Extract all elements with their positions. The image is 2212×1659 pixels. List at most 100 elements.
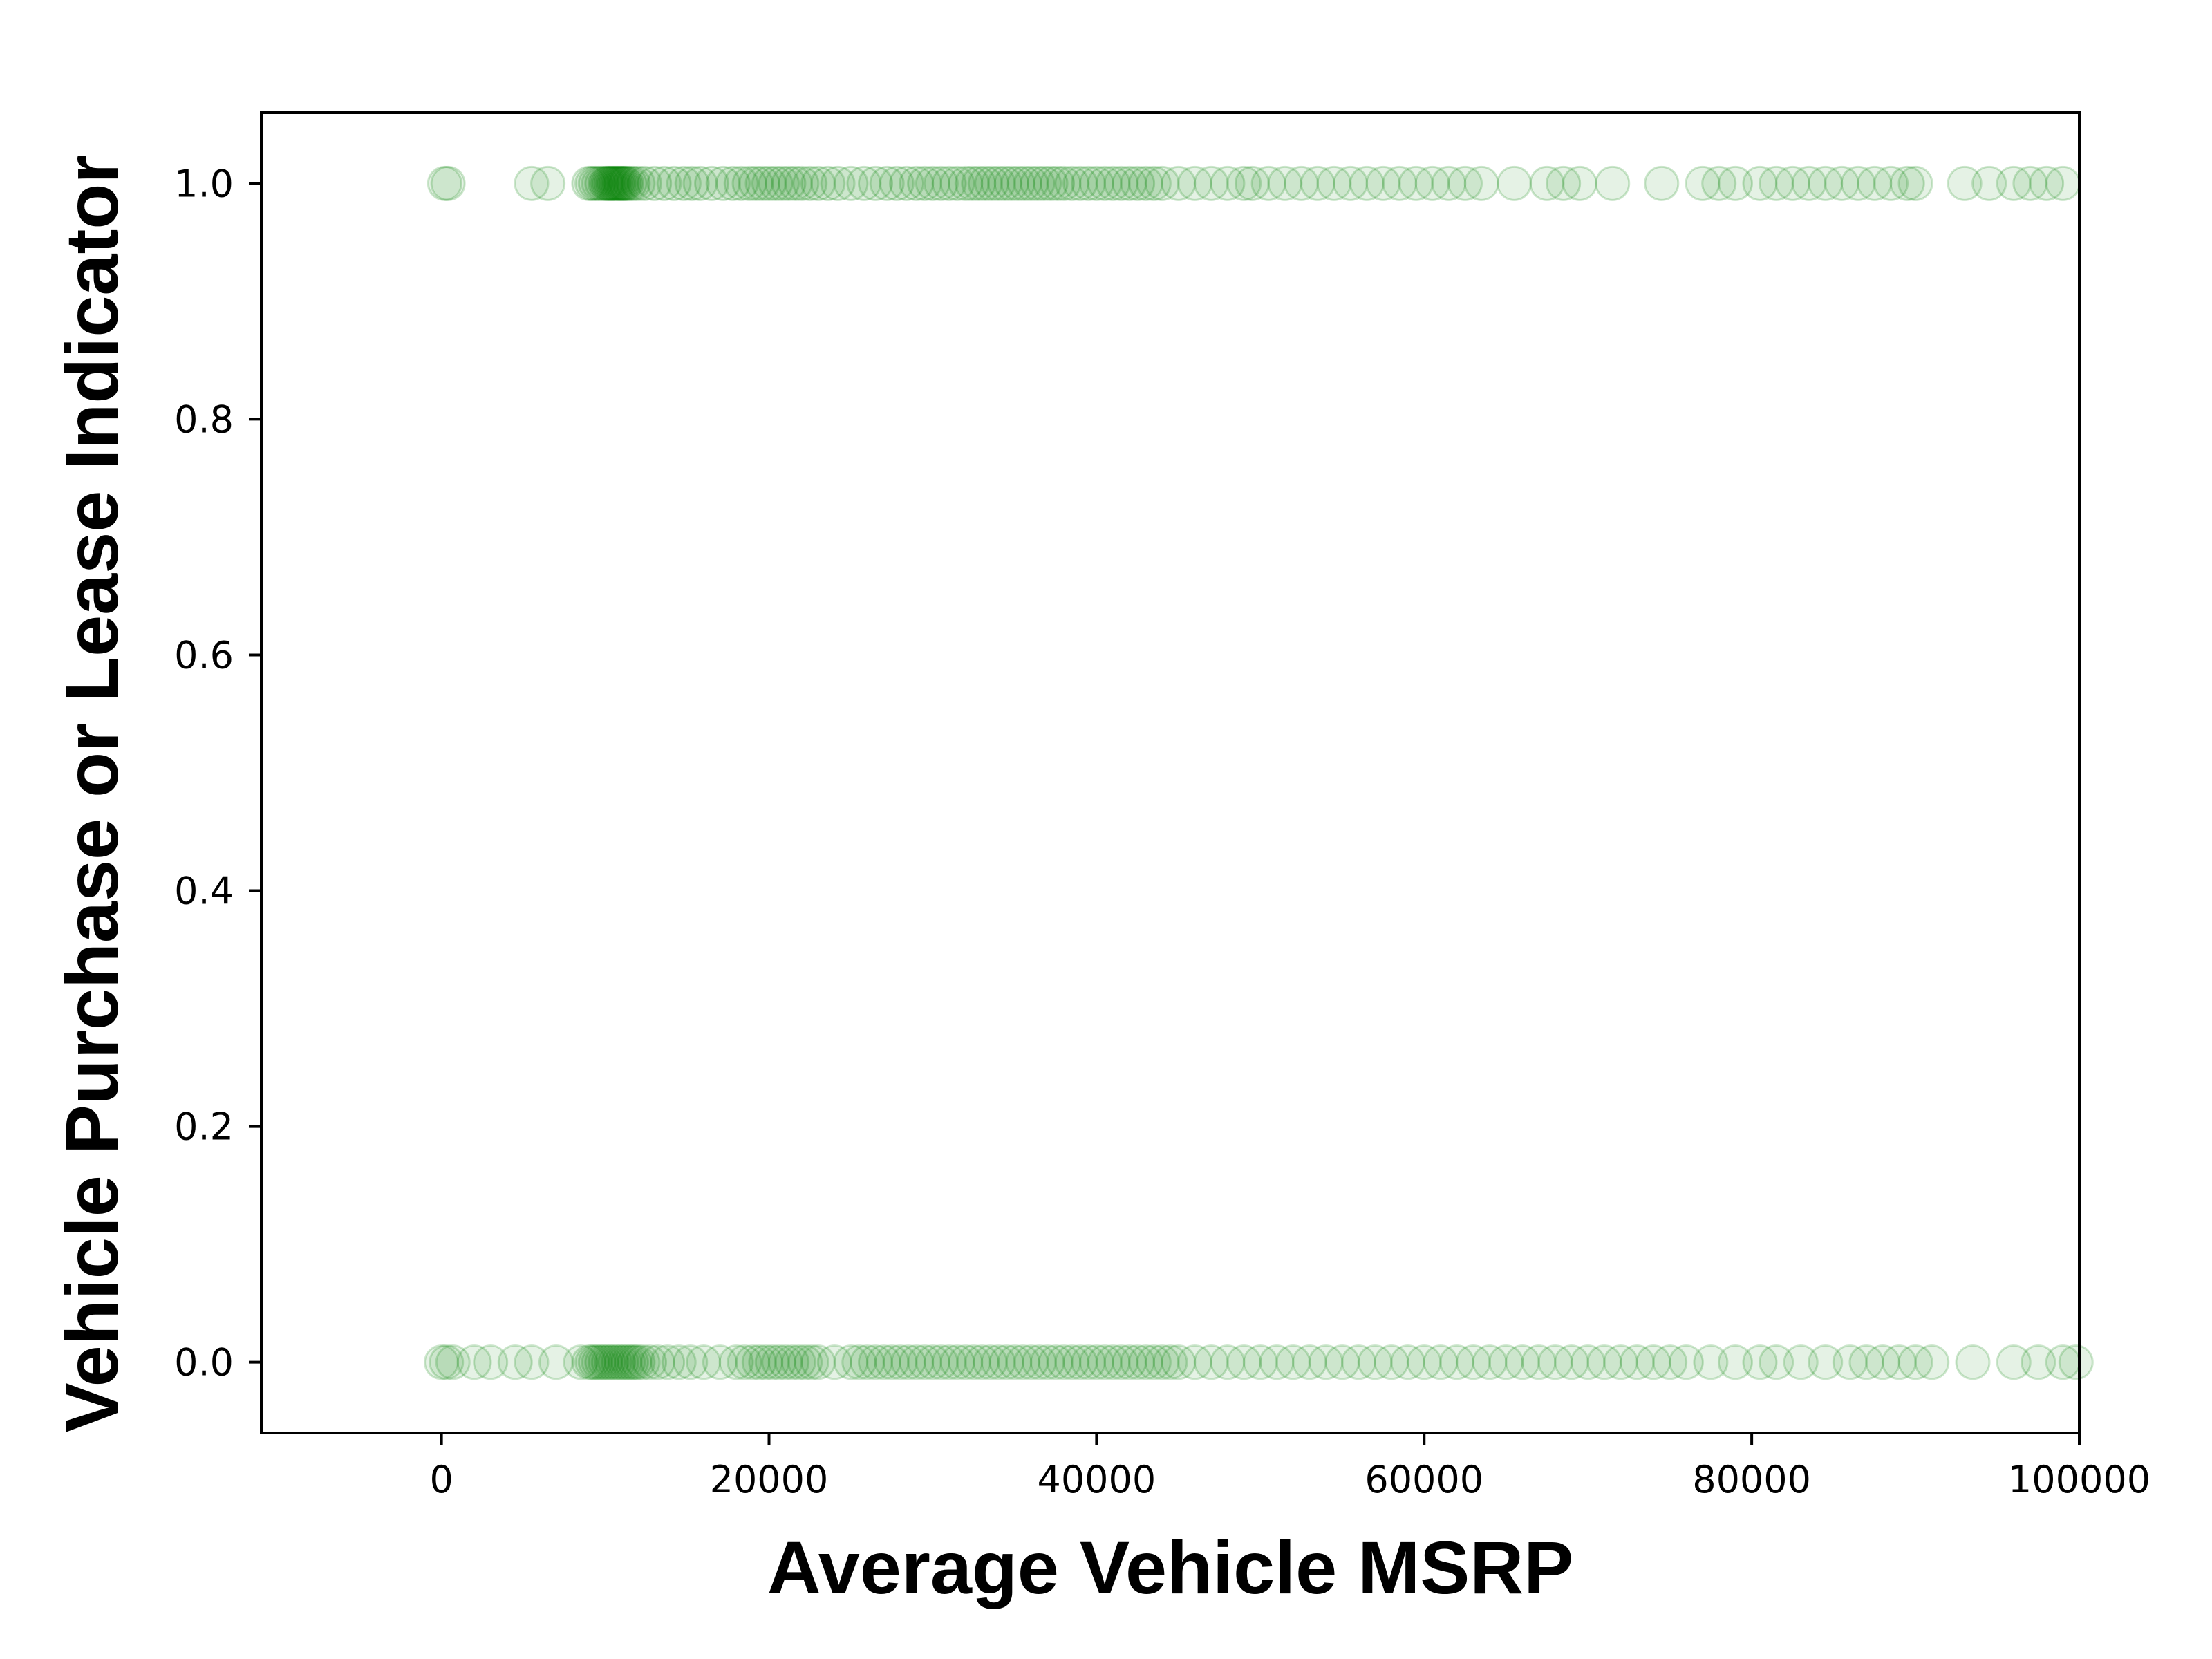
data-point [1497,165,1533,201]
y-axis-title: Vehicle Purchase or Lease Indicator [50,155,133,1433]
data-point [1333,165,1369,201]
data-point [1038,1344,1074,1380]
data-point [1136,165,1172,201]
data-point [954,165,990,201]
y-axis-ticks: 0.0 0.2 0.4 0.6 0.8 1.0 [174,162,261,1385]
data-point [702,1344,738,1380]
data-point [1635,1344,1671,1380]
data-point [794,1344,830,1380]
data-point [606,165,641,201]
data-point [980,1344,1016,1380]
data-point [967,165,1003,201]
data-point [2045,165,2081,201]
data-point [1791,165,1827,201]
data-point [1136,1344,1172,1380]
data-point [1529,165,1565,201]
data-point [948,1344,984,1380]
data-point [1006,165,1042,201]
data-point [988,1344,1024,1380]
data-point [427,165,462,201]
data-point [514,165,550,201]
data-point [1447,165,1483,201]
y-tick-label: 0.2 [174,1105,234,1149]
data-point [1848,1344,1884,1380]
data-point [744,165,780,201]
data-point [1897,1344,1933,1380]
data-point [2029,165,2065,201]
data-point [784,165,820,201]
data-point [889,165,925,201]
data-point [1971,165,2007,201]
data-point [1000,165,1036,201]
data-point [816,1344,852,1380]
data-point [993,165,1029,201]
data-point [1832,1344,1868,1380]
data-point [592,165,628,201]
data-point [1161,1344,1197,1380]
data-point [1463,165,1499,201]
x-tick-label: 60000 [1365,1458,1483,1501]
x-axis-ticks: 0 20000 40000 60000 80000 100000 [429,1433,2150,1501]
data-point [1259,1344,1295,1380]
data-point [792,165,828,201]
data-point [613,1344,649,1380]
data-point [1914,1344,1950,1380]
data-point [597,1344,633,1380]
data-point [923,1344,959,1380]
data-point [1808,1344,1844,1380]
data-point [1152,1344,1188,1380]
data-point [597,165,633,201]
data-point [674,165,710,201]
data-point [820,165,856,201]
x-tick-label: 0 [429,1458,453,1501]
data-point [1603,1344,1639,1380]
data-point [1103,165,1139,201]
data-point [774,1344,810,1380]
data-point [1382,165,1418,201]
data-point [987,165,1023,201]
data-point [1242,1344,1278,1380]
data-point [1824,165,1859,201]
data-point [1308,1344,1344,1380]
data-point [731,165,767,201]
data-point [617,1344,653,1380]
data-point [1873,165,1909,201]
data-point [694,165,730,201]
data-point [612,165,648,201]
data-point [610,1344,646,1380]
data-point [1071,1344,1107,1380]
data-point [882,1344,918,1380]
data-point [1144,1344,1180,1380]
data-point [899,165,935,201]
data-point [603,1344,639,1380]
data-point [1553,1344,1589,1380]
data-point [588,165,624,201]
data-point [1210,1344,1246,1380]
data-point [2021,1344,2056,1380]
data-point [1095,1344,1131,1380]
data-point [1112,1344,1147,1380]
data-point [632,1344,668,1380]
data-point [931,165,967,201]
data-point [661,1344,697,1380]
data-point [608,165,644,201]
data-point [1349,165,1385,201]
data-point [682,165,718,201]
data-point [577,165,613,201]
data-point [1897,165,1933,201]
data-point [741,1344,777,1380]
data-point [980,165,1016,201]
data-point [456,1344,492,1380]
data-point [1284,165,1320,201]
data-point [584,165,620,201]
data-point [718,1344,754,1380]
data-point [1226,1344,1262,1380]
data-point [727,1344,762,1380]
plot-frame [260,111,2081,1434]
data-point [1414,165,1450,201]
data-point [602,165,638,201]
y-tick-label: 0.0 [174,1341,234,1385]
data-point [601,165,637,201]
